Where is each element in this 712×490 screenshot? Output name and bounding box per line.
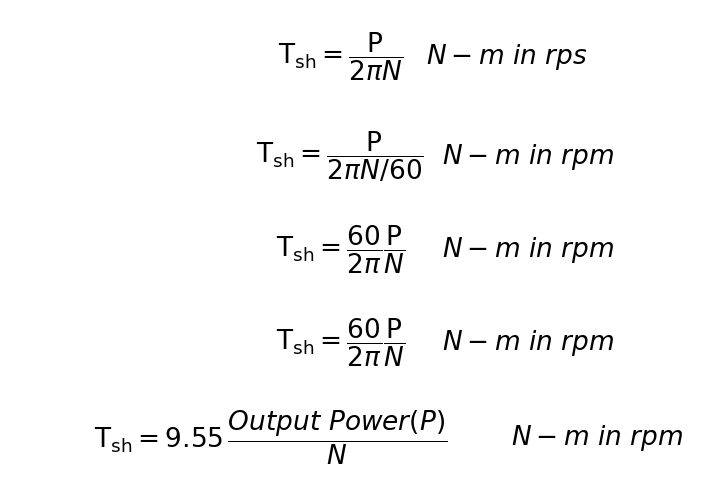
- Text: $\mathrm{T_{sh}} = \dfrac{60}{2\pi}\dfrac{\mathrm{P}}{N}$: $\mathrm{T_{sh}} = \dfrac{60}{2\pi}\dfra…: [276, 317, 405, 369]
- Text: $N - m\ in\ rpm$: $N - m\ in\ rpm$: [441, 235, 614, 265]
- Text: $N - m\ in\ rps$: $N - m\ in\ rps$: [426, 42, 588, 72]
- Text: $\mathrm{T_{sh}} = \dfrac{\mathrm{P}}{2\pi N}$: $\mathrm{T_{sh}} = \dfrac{\mathrm{P}}{2\…: [278, 31, 403, 83]
- Text: $\mathrm{T_{sh}} = \dfrac{60}{2\pi}\dfrac{\mathrm{P}}{N}$: $\mathrm{T_{sh}} = \dfrac{60}{2\pi}\dfra…: [276, 223, 405, 276]
- Text: $N - m\ in\ rpm$: $N - m\ in\ rpm$: [441, 328, 614, 358]
- Text: $N - m\ in\ rpm$: $N - m\ in\ rpm$: [441, 142, 614, 172]
- Text: $\mathrm{T_{sh}} = \dfrac{\mathrm{P}}{2\pi N/60}$: $\mathrm{T_{sh}} = \dfrac{\mathrm{P}}{2\…: [256, 130, 424, 184]
- Text: $N - m\ in\ rpm$: $N - m\ in\ rpm$: [511, 423, 684, 453]
- Text: $\mathrm{T_{sh}} = 9.55\,\dfrac{\mathit{Output\ Power}(P)}{N}$: $\mathrm{T_{sh}} = 9.55\,\dfrac{\mathit{…: [94, 409, 448, 467]
